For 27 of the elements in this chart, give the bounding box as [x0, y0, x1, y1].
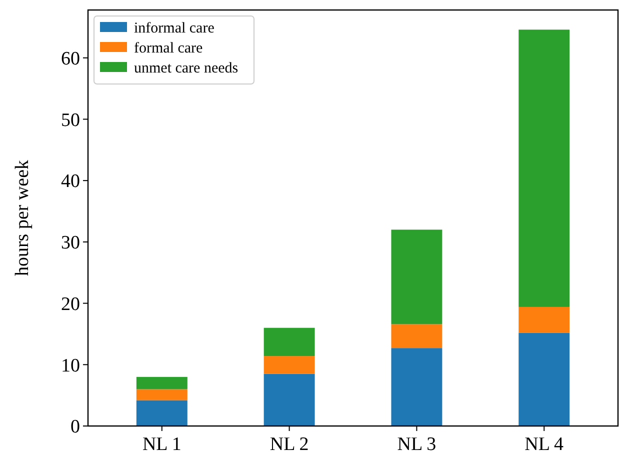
bar — [391, 324, 442, 348]
y-tick-label: 40 — [61, 171, 80, 192]
legend-label: unmet care needs — [134, 60, 238, 76]
legend-label: formal care — [134, 40, 204, 56]
x-tick-label: NL 4 — [524, 434, 564, 455]
legend-label: informal care — [134, 20, 215, 36]
y-tick-label: 10 — [61, 355, 80, 376]
y-tick-label: 60 — [61, 48, 80, 70]
bar — [518, 30, 570, 307]
bar — [391, 230, 442, 324]
bar — [264, 374, 315, 426]
bar — [136, 376, 188, 390]
bar — [518, 306, 570, 333]
x-tick-label: NL 2 — [270, 434, 309, 455]
bar — [518, 332, 570, 426]
y-tick-label: 20 — [61, 294, 80, 315]
bar — [391, 348, 442, 426]
bar — [136, 389, 188, 400]
bar — [264, 328, 315, 356]
x-tick-label: NL 3 — [397, 434, 436, 455]
y-tick-label: 0 — [70, 416, 80, 438]
bar — [264, 356, 315, 374]
y-tick-label: 50 — [61, 110, 80, 131]
y-axis-title: hours per week — [12, 159, 33, 276]
x-tick-label: NL 1 — [142, 434, 182, 455]
bar — [136, 400, 188, 426]
y-tick-label: 30 — [61, 232, 80, 254]
